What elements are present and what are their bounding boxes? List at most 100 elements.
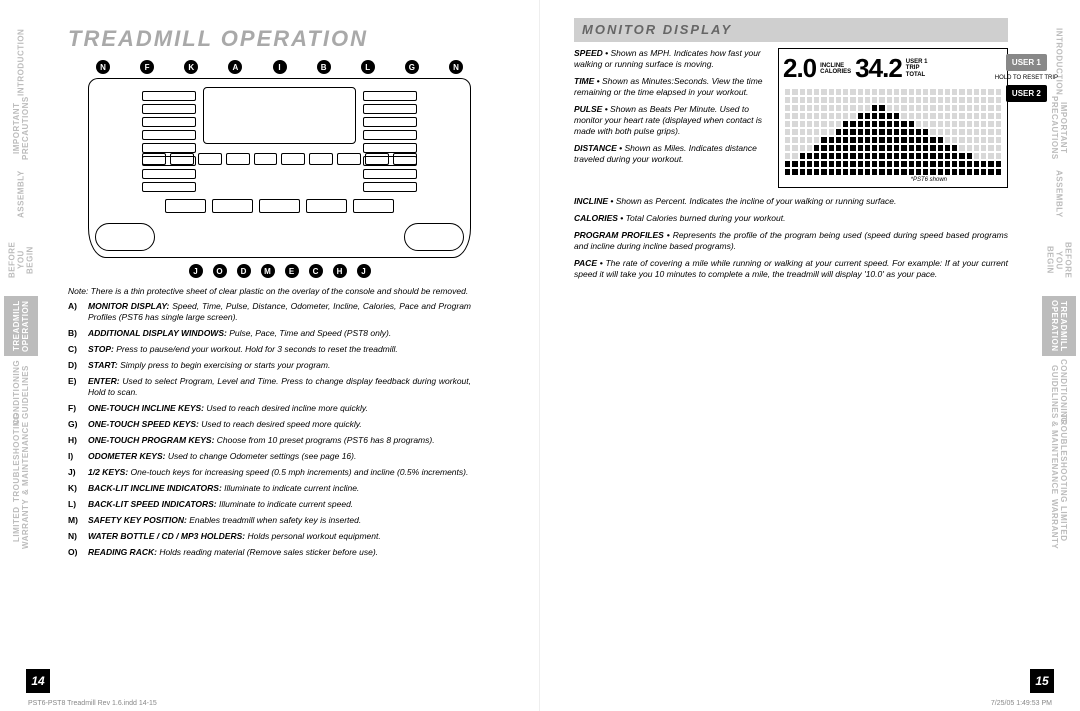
matrix-dot (959, 121, 964, 127)
matrix-dot (894, 113, 899, 119)
matrix-dot (887, 113, 892, 119)
matrix-dot (800, 169, 805, 175)
user2-button[interactable]: USER 2 (1006, 85, 1047, 102)
matrix-dot (829, 105, 834, 111)
user1-button[interactable]: USER 1 (1006, 54, 1047, 71)
matrix-dot (916, 169, 921, 175)
console-key (142, 104, 196, 114)
matrix-dot (909, 169, 914, 175)
callout-marker: D (237, 264, 251, 278)
subheading-bar: MONITOR DISPLAY (574, 18, 1008, 42)
definition-row: J)1/2 KEYS: One-touch keys for increasin… (68, 467, 471, 478)
monitor-term: CALORIES • Total Calories burned during … (574, 213, 1008, 224)
matrix-dot (974, 153, 979, 159)
matrix-dot (785, 97, 790, 103)
matrix-dot (974, 145, 979, 151)
definition-text: SAFETY KEY POSITION: Enables treadmill w… (88, 515, 471, 526)
section-tab: BEFORE YOU BEGIN (4, 230, 38, 290)
definition-key: O) (68, 547, 82, 558)
matrix-dot (938, 121, 943, 127)
matrix-dot (836, 105, 841, 111)
matrix-dot (858, 161, 863, 167)
matrix-dot (850, 97, 855, 103)
definition-key: B) (68, 328, 82, 339)
lcd-dot-matrix (785, 89, 1001, 181)
matrix-dot (785, 121, 790, 127)
console-key (142, 169, 196, 179)
matrix-dot (901, 161, 906, 167)
matrix-dot (829, 153, 834, 159)
console-key (165, 199, 206, 213)
definition-text: ADDITIONAL DISPLAY WINDOWS: Pulse, Pace,… (88, 328, 471, 339)
matrix-dot (792, 129, 797, 135)
definition-text: ONE-TOUCH PROGRAM KEYS: Choose from 10 p… (88, 435, 471, 446)
console-key (254, 153, 278, 165)
matrix-dot (800, 97, 805, 103)
matrix-dot (974, 105, 979, 111)
matrix-dot (945, 129, 950, 135)
matrix-dot (814, 145, 819, 151)
lcd-right-labels: USER 1 TRIP TOTAL (906, 59, 928, 79)
matrix-dot (967, 169, 972, 175)
matrix-dot (988, 97, 993, 103)
matrix-dot (792, 137, 797, 143)
matrix-dot (901, 169, 906, 175)
matrix-dot (843, 169, 848, 175)
matrix-dot (974, 97, 979, 103)
matrix-dot (916, 145, 921, 151)
matrix-dot (872, 169, 877, 175)
console-key (363, 104, 417, 114)
user-button-tip: HOLD TO RESET TRIP (995, 75, 1058, 81)
matrix-dot (923, 129, 928, 135)
matrix-dot (909, 105, 914, 111)
page-number-right: 15 (1030, 669, 1054, 693)
matrix-dot (858, 89, 863, 95)
right-body: MONITOR DISPLAY SPEED • Shown as MPH. In… (574, 18, 1008, 280)
definition-row: C)STOP: Press to pause/end your workout.… (68, 344, 471, 355)
matrix-dot (909, 89, 914, 95)
callout-marker: L (361, 60, 375, 74)
footer-left: PST6-PST8 Treadmill Rev 1.6.indd 14-15 (28, 700, 157, 707)
matrix-dot (814, 97, 819, 103)
matrix-dot (916, 129, 921, 135)
matrix-dot (945, 97, 950, 103)
matrix-dot (909, 161, 914, 167)
console-diagram: NFKAIBLGN JODMECHJ (88, 60, 471, 278)
matrix-dot (930, 145, 935, 151)
monitor-terms-side: SPEED • Shown as MPH. Indicates how fast… (574, 48, 768, 188)
matrix-dot (916, 105, 921, 111)
matrix-dot (843, 145, 848, 151)
matrix-dot (814, 153, 819, 159)
matrix-dot (821, 113, 826, 119)
callout-marker: I (273, 60, 287, 74)
matrix-dot (981, 169, 986, 175)
matrix-dot (959, 89, 964, 95)
markers-bottom: JODMECHJ (88, 258, 471, 278)
matrix-dot (894, 97, 899, 103)
console-key (306, 199, 347, 213)
callout-marker: M (261, 264, 275, 278)
matrix-dot (887, 129, 892, 135)
matrix-dot (916, 161, 921, 167)
callout-marker: N (96, 60, 110, 74)
monitor-term: PROGRAM PROFILES • Represents the profil… (574, 230, 1008, 252)
matrix-dot (858, 129, 863, 135)
term-name: INCLINE • (574, 196, 616, 206)
matrix-dot (981, 161, 986, 167)
matrix-dot (894, 169, 899, 175)
matrix-dot (843, 137, 848, 143)
matrix-dot (887, 89, 892, 95)
matrix-dot (843, 161, 848, 167)
matrix-dot (850, 129, 855, 135)
matrix-dot (923, 97, 928, 103)
matrix-dot (829, 137, 834, 143)
matrix-dot (959, 129, 964, 135)
matrix-dot (909, 121, 914, 127)
matrix-dot (981, 121, 986, 127)
monitor-term: INCLINE • Shown as Percent. Indicates th… (574, 196, 1008, 207)
matrix-dot (865, 145, 870, 151)
matrix-dot (865, 129, 870, 135)
term-name: PROGRAM PROFILES • (574, 230, 673, 240)
matrix-dot (923, 89, 928, 95)
matrix-dot (865, 153, 870, 159)
